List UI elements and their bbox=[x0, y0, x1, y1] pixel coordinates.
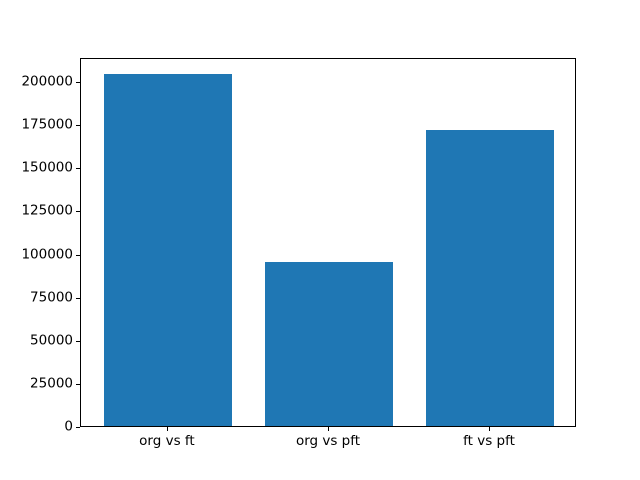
bar-org-vs-ft bbox=[103, 74, 233, 426]
y-tick-mark bbox=[76, 125, 80, 127]
y-tick-mark bbox=[76, 168, 80, 170]
x-tick-mark bbox=[328, 427, 329, 431]
y-tick-label: 100000 bbox=[21, 245, 73, 262]
bar-org-vs-pft bbox=[264, 261, 394, 426]
y-tick-label: 125000 bbox=[21, 202, 73, 219]
y-tick-label: 0 bbox=[64, 418, 73, 435]
x-tick-mark bbox=[166, 427, 168, 431]
x-tick-label: org vs ft bbox=[139, 433, 195, 449]
y-tick-mark bbox=[76, 427, 80, 428]
x-tick-label: org vs pft bbox=[295, 433, 361, 449]
y-tick-label: 50000 bbox=[30, 332, 73, 349]
y-tick-mark bbox=[76, 211, 80, 213]
y-tick-label: 150000 bbox=[21, 159, 73, 176]
y-tick-mark bbox=[76, 340, 80, 342]
y-tick-label: 25000 bbox=[30, 375, 73, 392]
x-tick-mark bbox=[489, 427, 491, 431]
y-tick-mark bbox=[76, 82, 80, 84]
y-tick-mark bbox=[76, 254, 80, 256]
x-tick-label: ft vs pft bbox=[463, 433, 515, 449]
y-tick-mark bbox=[76, 297, 80, 299]
y-tick-label: 175000 bbox=[21, 116, 73, 133]
y-tick-label: 75000 bbox=[30, 288, 73, 305]
y-tick-label: 200000 bbox=[21, 73, 73, 90]
plot-area bbox=[80, 58, 576, 427]
y-tick-mark bbox=[76, 383, 80, 385]
bar-ft-vs-pft bbox=[425, 129, 555, 426]
